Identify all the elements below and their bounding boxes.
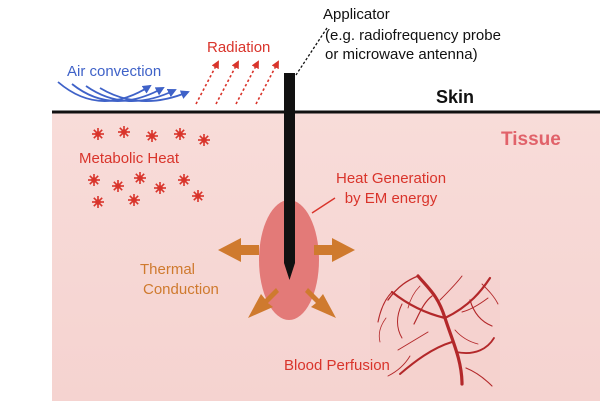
tissue-label: Tissue — [501, 129, 561, 150]
metabolic-heat-star-icon — [146, 130, 158, 142]
metabolic-heat-star-icon — [154, 182, 166, 194]
metabolic-heat-star-icon — [198, 134, 210, 146]
skin-label: Skin — [436, 87, 475, 107]
air-convection-label: Air convection — [67, 63, 162, 80]
radiation-label: Radiation — [207, 39, 271, 56]
thermal-conduction-label: Thermal Conduction — [140, 260, 219, 300]
metabolic-heat-star-icon — [88, 174, 100, 186]
metabolic-heat-star-icon — [134, 172, 146, 184]
metabolic-heat-star-icon — [118, 126, 130, 138]
metabolic-heat-star-icon — [192, 190, 204, 202]
applicator-pointer — [295, 27, 328, 76]
applicator-label: Applicator — [323, 6, 390, 23]
heat-generation-line-2: by EM energy — [344, 190, 438, 207]
blood-vessel-network-icon — [370, 270, 500, 390]
metabolic-heat-star-icon — [92, 128, 104, 140]
metabolic-heat-star-icon — [88, 126, 210, 208]
tissue-region — [52, 112, 600, 401]
metabolic-heat-star-icon — [112, 180, 124, 192]
thermal-conduction-line-1: Thermal — [140, 261, 196, 278]
metabolic-heat-star-icon — [92, 196, 104, 208]
thermal-conduction-line-2: Conduction — [143, 281, 219, 298]
metabolic-heat-label: Metabolic Heat — [79, 150, 180, 167]
applicator-description-line-1: (e.g. radiofrequency probe — [325, 27, 501, 44]
applicator-description: (e.g. radiofrequency probe or microwave … — [325, 26, 501, 64]
metabolic-heat-star-icon — [128, 194, 140, 206]
conduction-arrow-icon — [218, 238, 355, 318]
applicator-description-line-2: or microwave antenna) — [325, 46, 478, 63]
metabolic-heat-star-icon — [174, 128, 186, 140]
blood-perfusion-label: Blood Perfusion — [284, 357, 390, 374]
heat-generation-line-1: Heat Generation — [336, 170, 447, 187]
radiation-arrow-icon — [195, 60, 279, 105]
applicator-probe — [284, 73, 295, 280]
heat-generation-label: Heat Generation by EM energy — [336, 169, 446, 209]
metabolic-heat-star-icon — [178, 174, 190, 186]
air-convection-arrow-icon — [57, 81, 190, 102]
heat-generation-pointer — [311, 197, 336, 214]
